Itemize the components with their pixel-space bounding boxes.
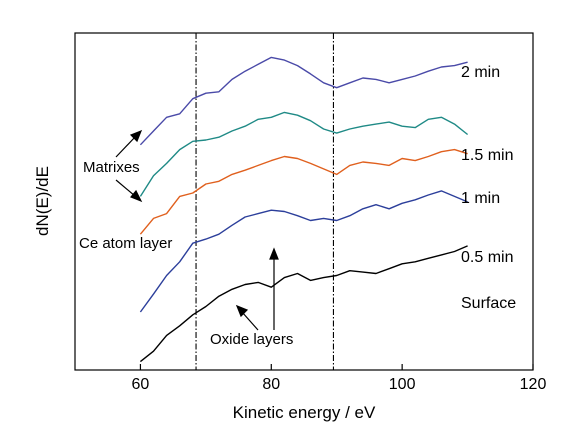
x-tick-label-100: 100 bbox=[389, 376, 416, 393]
annotation-ce-atom-layer: Ce atom layer bbox=[79, 235, 172, 252]
x-tick-label-60: 60 bbox=[132, 376, 150, 393]
series-label-1-5min: 1.5 min bbox=[461, 147, 513, 164]
plot-frame bbox=[74, 32, 534, 371]
series-label-2min: 2 min bbox=[461, 64, 500, 81]
arrowhead-oxide-diagonal bbox=[235, 304, 249, 318]
series-line-1-5-min bbox=[139, 111, 469, 197]
annotation-oxide-layers: Oxide layers bbox=[210, 331, 293, 348]
x-axis-title: Kinetic energy / eV bbox=[233, 403, 376, 422]
arrow-matrixes-upper bbox=[115, 135, 137, 158]
series-line-2-min bbox=[139, 56, 468, 146]
arrowhead-matrixes-lower bbox=[130, 189, 143, 203]
annotation-arrows bbox=[115, 129, 279, 331]
annotation-matrixes: Matrixes bbox=[83, 159, 140, 176]
x-tick-label-120: 120 bbox=[520, 376, 547, 393]
series-label-1min: 1 min bbox=[461, 190, 500, 207]
series-line-surface bbox=[139, 245, 468, 363]
series-label-surface: Surface bbox=[461, 295, 516, 312]
x-ticks: 60 80 100 120 bbox=[132, 364, 547, 393]
series-label-0-5min: 0.5 min bbox=[461, 249, 513, 266]
arrow-oxide-diagonal bbox=[241, 311, 259, 331]
series-lines bbox=[139, 56, 469, 363]
arrow-matrixes-lower bbox=[115, 179, 136, 197]
arrowhead-oxide-vertical bbox=[269, 247, 279, 260]
series-line-0-5-min bbox=[139, 190, 468, 313]
y-axis-title: dN(E)/dE bbox=[33, 166, 52, 236]
arrowhead-matrixes-upper bbox=[129, 129, 143, 143]
reference-lines bbox=[195, 33, 334, 370]
series-line-1-min bbox=[139, 148, 468, 235]
x-tick-label-80: 80 bbox=[262, 376, 280, 393]
